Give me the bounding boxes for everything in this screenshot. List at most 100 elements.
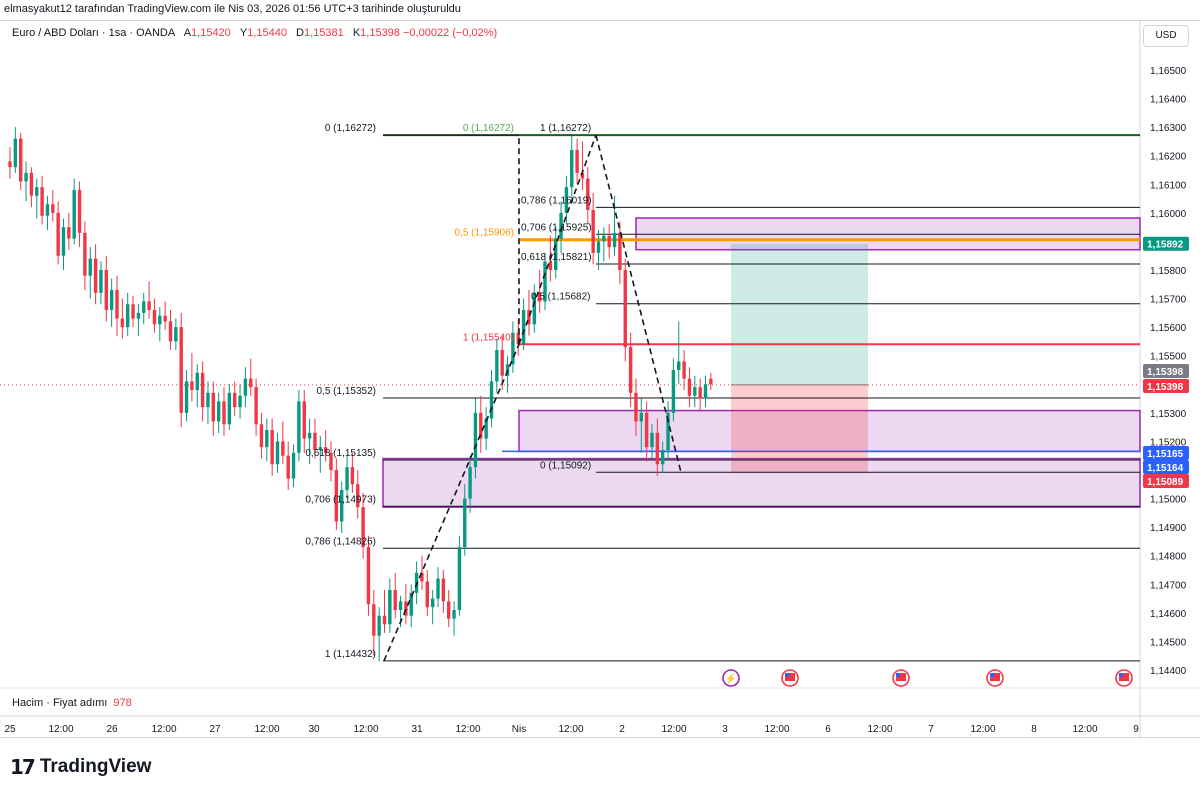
candle-body[interactable] xyxy=(698,387,702,399)
candle-body[interactable] xyxy=(93,258,98,293)
candle-body[interactable] xyxy=(147,301,151,310)
candle-body[interactable] xyxy=(275,441,280,465)
candle-body[interactable] xyxy=(174,327,178,342)
candle-body[interactable] xyxy=(586,178,590,210)
trend-line[interactable] xyxy=(383,343,520,662)
candle-body[interactable] xyxy=(286,455,290,479)
candle-body[interactable] xyxy=(682,361,686,379)
candle-body[interactable] xyxy=(83,232,87,276)
candle-body[interactable] xyxy=(179,327,183,413)
candle-body[interactable] xyxy=(45,204,50,216)
candle-body[interactable] xyxy=(243,378,248,396)
candle-body[interactable] xyxy=(356,484,360,508)
candle-body[interactable] xyxy=(580,172,585,179)
candle-body[interactable] xyxy=(126,304,130,328)
candle-body[interactable] xyxy=(687,378,692,396)
candle-body[interactable] xyxy=(537,292,542,302)
candle-body[interactable] xyxy=(211,392,215,422)
candle-body[interactable] xyxy=(222,401,226,425)
candle-body[interactable] xyxy=(51,204,55,213)
candle-body[interactable] xyxy=(104,270,108,310)
candle-body[interactable] xyxy=(554,238,558,270)
candle-body[interactable] xyxy=(505,364,510,376)
candle-body[interactable] xyxy=(136,312,141,319)
candle-body[interactable] xyxy=(644,412,649,448)
candle-body[interactable] xyxy=(612,232,617,248)
candle-body[interactable] xyxy=(463,498,467,548)
candle-body[interactable] xyxy=(650,432,654,448)
candle-body[interactable] xyxy=(40,187,44,216)
candle-body[interactable] xyxy=(404,601,408,616)
candle-body[interactable] xyxy=(382,615,387,625)
candle-body[interactable] xyxy=(302,401,306,439)
candle-body[interactable] xyxy=(233,392,237,408)
candle-body[interactable] xyxy=(350,467,355,485)
candle-body[interactable] xyxy=(61,227,66,256)
candle-body[interactable] xyxy=(109,290,114,310)
candle-body[interactable] xyxy=(473,412,478,468)
candle-body[interactable] xyxy=(77,190,82,233)
candle-body[interactable] xyxy=(334,470,339,522)
candle-body[interactable] xyxy=(489,381,494,419)
candle-body[interactable] xyxy=(677,361,681,370)
candle-body[interactable] xyxy=(693,387,697,396)
candle-body[interactable] xyxy=(120,318,125,328)
candle-body[interactable] xyxy=(254,387,258,425)
candle-body[interactable] xyxy=(24,172,28,182)
candle-body[interactable] xyxy=(216,401,221,422)
candle-body[interactable] xyxy=(366,547,371,605)
candle-body[interactable] xyxy=(259,424,264,448)
candle-body[interactable] xyxy=(345,467,349,490)
candle-body[interactable] xyxy=(238,395,242,408)
candle-body[interactable] xyxy=(297,401,301,453)
candle-body[interactable] xyxy=(596,241,601,253)
candle-body[interactable] xyxy=(67,227,71,239)
candle-body[interactable] xyxy=(318,447,322,450)
economic-event-icon[interactable] xyxy=(722,669,740,687)
candle-body[interactable] xyxy=(184,381,189,413)
candle-body[interactable] xyxy=(457,547,462,610)
candle-body[interactable] xyxy=(88,258,92,276)
candle-body[interactable] xyxy=(575,150,579,173)
candle-body[interactable] xyxy=(703,384,708,399)
candle-body[interactable] xyxy=(72,190,76,239)
candle-body[interactable] xyxy=(13,138,18,168)
candle-body[interactable] xyxy=(307,432,312,439)
candle-body[interactable] xyxy=(142,301,146,313)
candle-body[interactable] xyxy=(361,507,365,548)
candle-body[interactable] xyxy=(548,261,553,270)
candle-body[interactable] xyxy=(527,310,531,325)
candle-body[interactable] xyxy=(323,447,328,453)
candle-body[interactable] xyxy=(398,601,403,610)
candle-body[interactable] xyxy=(591,210,595,253)
candle-body[interactable] xyxy=(56,212,60,256)
candle-body[interactable] xyxy=(99,270,103,293)
candle-body[interactable] xyxy=(8,161,12,168)
candle-body[interactable] xyxy=(131,304,135,319)
candle-body[interactable] xyxy=(35,187,39,196)
candle-body[interactable] xyxy=(666,412,670,450)
candle-body[interactable] xyxy=(291,452,296,479)
candle-body[interactable] xyxy=(500,350,504,376)
candle-body[interactable] xyxy=(340,490,344,522)
candle-body[interactable] xyxy=(195,372,199,390)
candle-body[interactable] xyxy=(484,418,488,439)
candle-body[interactable] xyxy=(709,378,713,385)
candle-body[interactable] xyxy=(200,372,205,408)
trend-line[interactable] xyxy=(595,134,682,473)
trend-line[interactable] xyxy=(518,134,597,345)
candle-body[interactable] xyxy=(281,441,285,456)
candle-body[interactable] xyxy=(495,350,499,382)
candle-body[interactable] xyxy=(227,392,232,425)
candle-body[interactable] xyxy=(452,610,456,619)
candle-body[interactable] xyxy=(623,270,627,348)
candle-body[interactable] xyxy=(190,381,194,390)
candle-body[interactable] xyxy=(655,432,660,465)
candle-body[interactable] xyxy=(521,310,526,345)
candle-body[interactable] xyxy=(393,590,397,610)
candle-body[interactable] xyxy=(19,138,23,182)
candle-body[interactable] xyxy=(163,315,167,322)
supply-demand-zone[interactable] xyxy=(382,457,1141,508)
candle-body[interactable] xyxy=(265,430,269,448)
